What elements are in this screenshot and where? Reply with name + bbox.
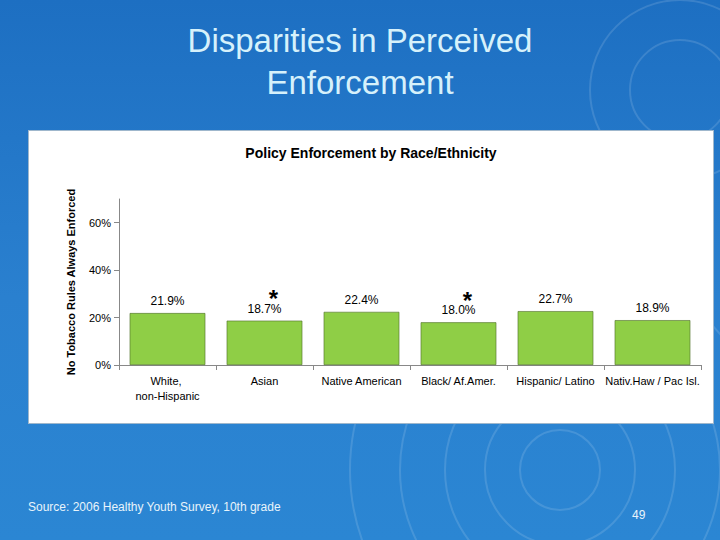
html-text:Disparities in Perceived Enfor: Disparities in Perceived Enforcement xyxy=(187,22,533,101)
svg-text:Policy Enforcement by Race/Eth: Policy Enforcement by Race/Ethnicity xyxy=(245,145,497,161)
svg-text:20%: 20% xyxy=(89,312,111,324)
svg-text:18.9%: 18.9% xyxy=(635,301,669,315)
svg-text:18.7%: 18.7% xyxy=(247,302,281,316)
svg-text:White,: White, xyxy=(150,375,184,387)
svg-text:0%: 0% xyxy=(95,359,111,371)
svg-text:Black/ Af.Amer.: Black/ Af.Amer. xyxy=(421,375,496,387)
svg-text:Asian: Asian xyxy=(251,375,279,387)
svg-text:Native American: Native American xyxy=(321,375,401,387)
svg-text:18.0%: 18.0% xyxy=(441,303,475,317)
svg-text:21.9%: 21.9% xyxy=(150,294,184,308)
svg-text:22.4%: 22.4% xyxy=(344,293,378,307)
html-text:49: 49 xyxy=(632,508,646,522)
svg-text:22.7%: 22.7% xyxy=(538,292,572,306)
html-text:Source: 2006 Healthy Youth Sur: Source: 2006 Healthy Youth Survey, 10th … xyxy=(28,500,281,514)
svg-text:Nativ.Haw / Pac Isl.: Nativ.Haw / Pac Isl. xyxy=(605,375,700,387)
svg-text:non-Hispanic: non-Hispanic xyxy=(135,390,200,402)
svg-text:Hispanic/ Latino: Hispanic/ Latino xyxy=(516,375,594,387)
svg-text:60%: 60% xyxy=(89,217,111,229)
svg-text:40%: 40% xyxy=(89,264,111,276)
svg-text:No Tobacco Rules Always Enforc: No Tobacco Rules Always Enforced xyxy=(65,189,77,375)
